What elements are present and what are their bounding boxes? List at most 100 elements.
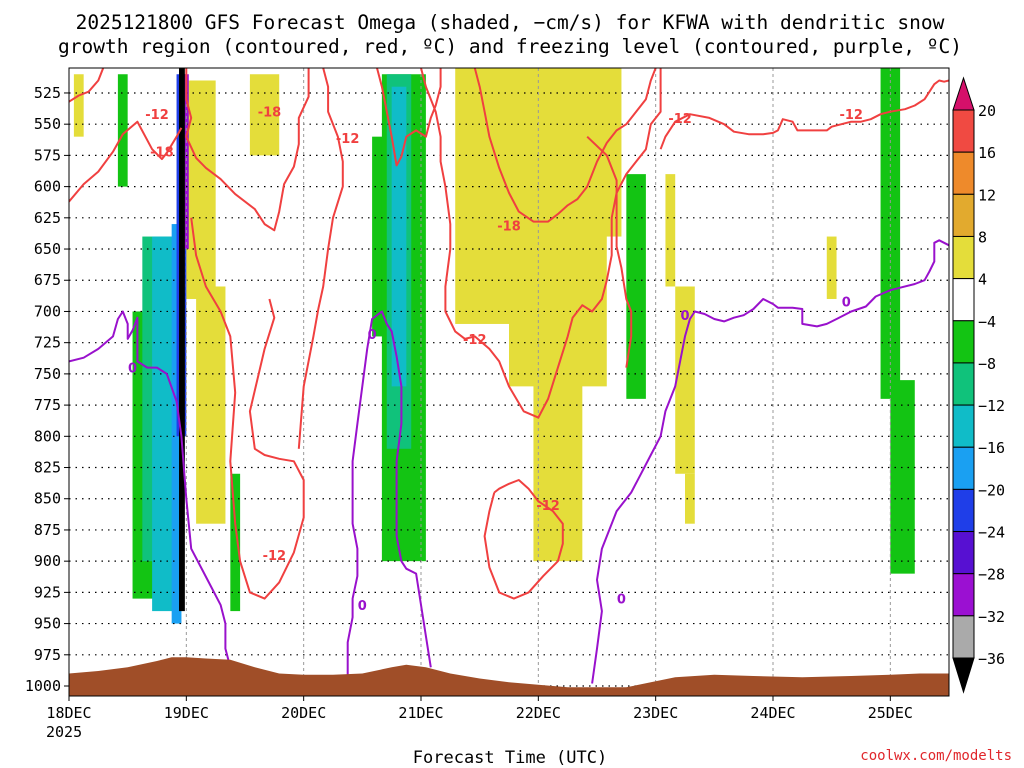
contour-label-8: -12 [668,112,692,127]
colorbar-label-6: −8 [978,355,996,373]
contour-label-12: 0 [358,599,367,614]
contour-label-15: 0 [842,295,851,310]
dgz-contour--12-5 [376,68,442,167]
colorbar-box-5 [952,320,975,364]
y-tick-label-625: 625 [34,209,61,227]
chart-title-line-1: 2025121800 GFS Forecast Omega (shaded, −… [76,11,945,34]
x-axis-title: Forecast Time (UTC) [413,748,607,768]
dgz-contour-layer [69,68,949,600]
y-tick-label-975: 975 [34,646,61,664]
contour-label-10: 0 [128,362,137,377]
y-tick-label-575: 575 [34,146,61,164]
colorbar-label-2: 12 [978,186,996,204]
colorbar-bottom-arrow [952,657,975,694]
x-tick-label-21DEC: 21DEC [398,704,443,722]
y-tick-label-725: 725 [34,334,61,352]
dgz-contour--12-3 [190,217,305,600]
omega-shade-11 [826,236,837,299]
dgz-contour--18-1 [69,120,183,203]
x-tick-label-24DEC: 24DEC [750,704,795,722]
colorbar-box-2 [952,193,975,237]
dgz-contour--12-6 [420,68,662,419]
terrain-layer [69,657,949,696]
colorbar-label-9: −20 [978,481,1005,499]
contour-label-6: -12 [536,499,560,514]
y-tick-label-550: 550 [34,115,61,133]
colorbar-label-0: 20 [978,102,996,120]
x-tick-sublabel-year: 2025 [46,723,82,741]
colorbar-label-5: −4 [978,313,996,331]
contour-label-2: -18 [258,106,282,121]
x-tick-label-23DEC: 23DEC [633,704,678,722]
y-tick-label-950: 950 [34,615,61,633]
colorbar-label-8: −16 [978,439,1005,457]
colorbar-box-10 [952,531,975,575]
omega-shade-18 [880,68,901,399]
colorbar-label-12: −32 [978,608,1005,626]
omega-shade-3 [249,74,280,156]
omega-shade-19 [890,380,915,574]
y-tick-label-675: 675 [34,271,61,289]
plot-frame [68,67,950,697]
y-tick-label-700: 700 [34,302,61,320]
y-tick-label-1000: 1000 [25,677,61,695]
colorbar-box-3 [952,235,975,280]
omega-shade-10 [685,473,695,524]
omega-shade-17 [626,174,646,399]
y-tick-label-900: 900 [34,552,61,570]
contour-label-1: -18 [150,146,174,161]
colorbar-label-4: 4 [978,271,987,289]
colorbar-label-3: 8 [978,228,987,246]
y-tick-label-875: 875 [34,521,61,539]
colorbar-label-10: −24 [978,524,1005,542]
colorbar-box-8 [952,446,975,490]
colorbar-label-7: −12 [978,397,1005,415]
contour-label-11: 0 [368,328,377,343]
dgz-contour--18-2 [185,68,310,232]
omega-shade-4 [455,68,519,324]
omega-shade-9 [675,286,695,474]
contour-label-3: -12 [336,132,360,147]
contour-label-0: -12 [145,108,169,123]
dgz-contour--12-8 [586,135,633,368]
chart-title-line-2: growth region (contoured, red, ºC) and f… [58,35,962,58]
y-tick-label-775: 775 [34,396,61,414]
y-tick-label-650: 650 [34,240,61,258]
omega-shade-0 [73,74,84,137]
y-tick-label-525: 525 [34,84,61,102]
contour-label-9: -12 [839,108,863,123]
freezing-contour-1 [346,310,432,676]
x-tick-label-19DEC: 19DEC [164,704,209,722]
omega-shade-2 [196,286,226,524]
y-tick-label-750: 750 [34,365,61,383]
contour-label-13: 0 [617,593,626,608]
x-tick-label-22DEC: 22DEC [516,704,561,722]
freezing-contour-2 [591,239,949,684]
y-axis: 525 550 575 600 625 650 675 700 725 750 775 800 825 8… [25,84,69,695]
colorbar-top-arrow [952,76,975,111]
colorbar-box-6 [952,362,975,406]
y-tick-label-925: 925 [34,583,61,601]
omega-shade-12 [117,74,128,187]
colorbar-label-13: −36 [978,650,1005,668]
colorbar-box-11 [952,573,975,617]
dgz-contour--12-0 [69,68,105,103]
colorbar-box-12 [952,615,975,659]
credit-text: coolwx.com/modelts [860,748,1012,764]
contour-label-4: -18 [497,219,521,234]
colorbar-box-1 [952,151,975,195]
omega-shade-8 [665,174,676,287]
x-tick-label-25DEC: 25DEC [868,704,913,722]
dgz-contour--12-10 [659,79,949,150]
x-tick-label-20DEC: 20DEC [281,704,326,722]
y-tick-label-825: 825 [34,459,61,477]
y-tick-label-600: 600 [34,178,61,196]
contour-label-5: -12 [463,333,487,348]
colorbar-box-4 [952,278,975,322]
freezing-level-layer [69,239,949,684]
y-tick-label-850: 850 [34,490,61,508]
terrain-fill [69,657,949,696]
contour-labels: -12 -18 -18 -12 -18 -12 -12 -12 -12 -12 0 0 0 0 0 0 [128,106,863,614]
